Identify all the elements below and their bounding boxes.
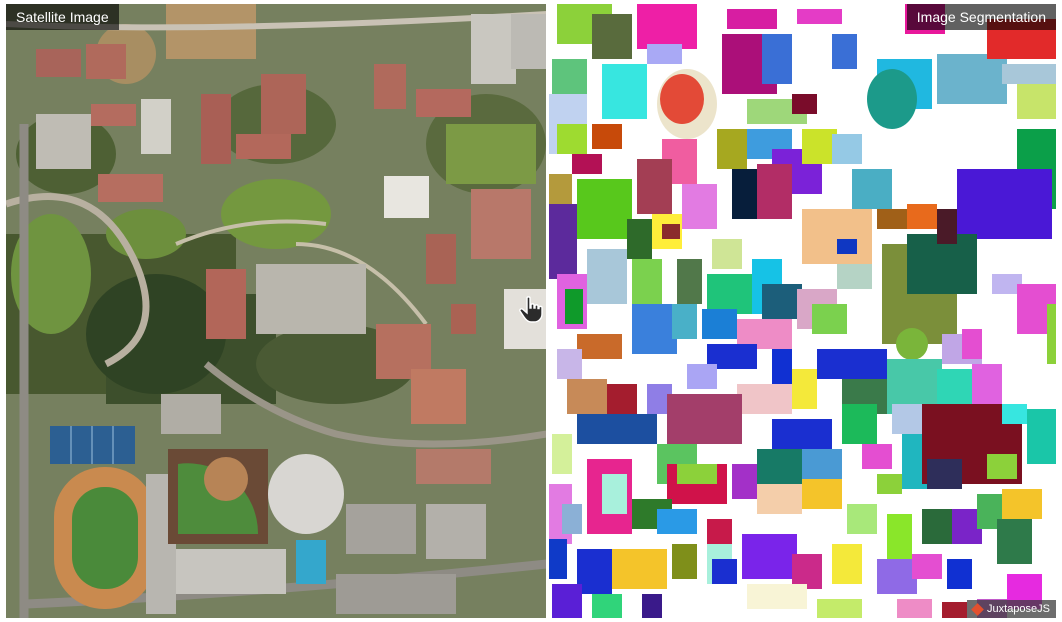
credit-text: JuxtaposeJS [987,603,1050,615]
juxtapose-logo-icon [971,602,984,616]
satellite-image [6,4,547,618]
label-image-segmentation: Image Segmentation [906,4,1056,30]
segmentation-image [547,4,1056,618]
slider-divider[interactable] [546,4,549,618]
juxtapose-credit-link[interactable]: JuxtaposeJS [967,600,1056,618]
label-satellite-image: Satellite Image [6,4,119,30]
hand-pointer-icon[interactable] [516,294,546,324]
